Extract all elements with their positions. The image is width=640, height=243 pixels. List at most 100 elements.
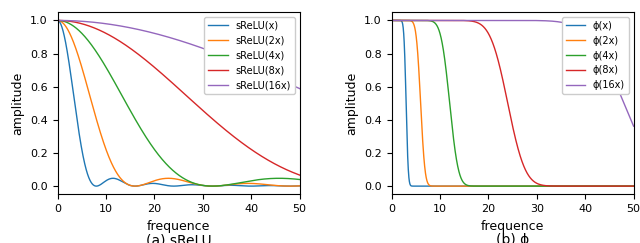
ϕ(x): [388, 19, 396, 22]
ϕ(x): [506, 185, 513, 188]
ϕ(8x): [400, 19, 408, 22]
ϕ(4x): [506, 185, 513, 188]
ϕ(4x): [499, 185, 507, 188]
sReLU(16x): [66, 19, 74, 22]
ϕ(4x): [388, 19, 396, 22]
ϕ(16x): [388, 19, 396, 22]
sReLU(4x): [165, 165, 173, 168]
sReLU(4x): [289, 177, 296, 180]
sReLU(2x): [66, 32, 74, 35]
sReLU(2x): [172, 177, 179, 180]
sReLU(2x): [54, 19, 61, 22]
Line: sReLU(8x): sReLU(8x): [58, 20, 300, 175]
sReLU(16x): [244, 65, 252, 68]
X-axis label: frequence: frequence: [481, 220, 544, 233]
sReLU(16x): [296, 87, 303, 90]
sReLU(2x): [289, 185, 296, 188]
sReLU(4x): [54, 19, 61, 22]
sReLU(2x): [244, 182, 252, 185]
sReLU(4x): [289, 177, 296, 180]
sReLU(x): [286, 185, 294, 188]
sReLU(x): [54, 19, 61, 22]
sReLU(x): [165, 184, 173, 187]
ϕ(x): [623, 185, 630, 188]
sReLU(2x): [165, 177, 173, 180]
ϕ(x): [623, 185, 630, 188]
ϕ(8x): [630, 185, 637, 188]
sReLU(16x): [54, 19, 61, 22]
ϕ(2x): [630, 185, 637, 188]
sReLU(8x): [172, 84, 179, 87]
sReLU(4x): [209, 185, 216, 188]
Line: ϕ(2x): ϕ(2x): [392, 20, 634, 186]
sReLU(2x): [286, 185, 294, 188]
sReLU(4x): [244, 180, 252, 183]
sReLU(x): [289, 185, 296, 188]
ϕ(16x): [506, 19, 513, 22]
Line: ϕ(8x): ϕ(8x): [392, 20, 634, 186]
ϕ(8x): [499, 79, 507, 82]
ϕ(8x): [388, 19, 396, 22]
ϕ(16x): [623, 108, 630, 111]
X-axis label: frequence: frequence: [147, 220, 211, 233]
Title: (a) sReLU: (a) sReLU: [146, 233, 211, 243]
sReLU(2x): [289, 185, 296, 188]
Line: ϕ(16x): ϕ(16x): [392, 20, 634, 126]
sReLU(x): [244, 185, 252, 188]
sReLU(8x): [244, 146, 252, 149]
ϕ(2x): [623, 185, 630, 188]
ϕ(8x): [623, 185, 630, 188]
ϕ(x): [499, 185, 507, 188]
ϕ(4x): [623, 185, 630, 188]
Line: sReLU(4x): sReLU(4x): [58, 20, 300, 186]
ϕ(4x): [623, 185, 630, 188]
ϕ(16x): [630, 125, 637, 128]
ϕ(4x): [579, 185, 586, 188]
Line: sReLU(2x): sReLU(2x): [58, 20, 300, 186]
Line: sReLU(x): sReLU(x): [58, 20, 300, 186]
Legend: ϕ(x), ϕ(2x), ϕ(4x), ϕ(8x), ϕ(16x): ϕ(x), ϕ(2x), ϕ(4x), ϕ(8x), ϕ(16x): [562, 17, 628, 94]
sReLU(4x): [66, 22, 74, 25]
ϕ(x): [400, 36, 408, 39]
ϕ(2x): [546, 185, 554, 188]
Y-axis label: amplitude: amplitude: [346, 72, 358, 135]
sReLU(8x): [296, 174, 303, 176]
sReLU(8x): [54, 19, 61, 22]
sReLU(4x): [296, 178, 303, 181]
ϕ(2x): [388, 19, 396, 22]
sReLU(8x): [289, 171, 296, 174]
sReLU(x): [296, 184, 303, 187]
sReLU(8x): [289, 171, 296, 174]
sReLU(2x): [296, 184, 303, 187]
sReLU(8x): [165, 78, 173, 81]
ϕ(2x): [499, 185, 507, 188]
ϕ(4x): [400, 19, 408, 22]
sReLU(x): [66, 68, 74, 70]
ϕ(2x): [623, 185, 630, 188]
sReLU(x): [289, 185, 296, 188]
Title: (b) ϕ: (b) ϕ: [496, 233, 529, 243]
ϕ(4x): [630, 185, 637, 188]
ϕ(x): [467, 185, 474, 188]
Legend: sReLU(x), sReLU(2x), sReLU(4x), sReLU(8x), sReLU(16x): sReLU(x), sReLU(2x), sReLU(4x), sReLU(8x…: [204, 17, 295, 94]
ϕ(8x): [506, 109, 513, 112]
ϕ(2x): [506, 185, 513, 188]
ϕ(x): [579, 185, 586, 188]
ϕ(8x): [579, 185, 586, 188]
ϕ(2x): [400, 19, 408, 22]
ϕ(16x): [623, 108, 630, 111]
sReLU(4x): [172, 171, 179, 174]
sReLU(16x): [172, 38, 179, 41]
ϕ(16x): [400, 19, 408, 22]
ϕ(16x): [579, 29, 586, 32]
ϕ(8x): [623, 185, 630, 188]
sReLU(x): [172, 185, 179, 188]
Line: ϕ(4x): ϕ(4x): [392, 20, 634, 186]
ϕ(x): [630, 185, 637, 188]
Line: sReLU(16x): sReLU(16x): [58, 20, 300, 89]
sReLU(8x): [66, 20, 74, 23]
sReLU(16x): [165, 36, 173, 39]
ϕ(16x): [499, 19, 507, 22]
sReLU(16x): [289, 84, 296, 87]
sReLU(16x): [289, 84, 296, 87]
